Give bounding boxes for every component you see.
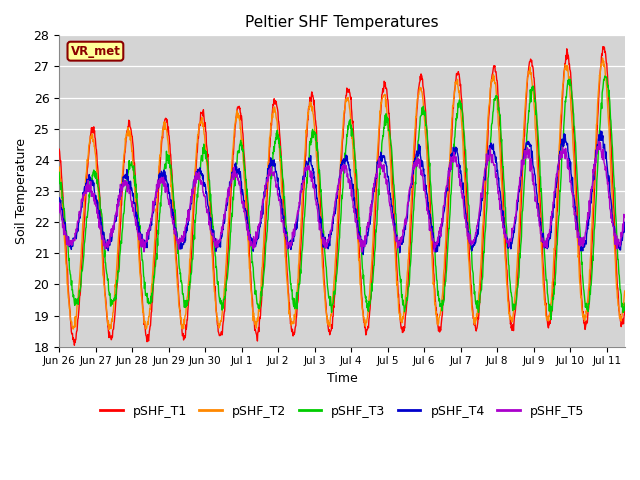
Line: pSHF_T5: pSHF_T5 bbox=[59, 141, 625, 252]
pSHF_T3 bbox=[157, 204, 164, 209]
pSHF_T1 bbox=[55, 146, 63, 152]
pSHF_T1 bbox=[70, 342, 78, 348]
pSHF_T2 bbox=[621, 288, 629, 294]
pSHF_T4 bbox=[168, 203, 175, 208]
Line: pSHF_T4: pSHF_T4 bbox=[59, 131, 625, 254]
pSHF_T4 bbox=[359, 252, 367, 257]
X-axis label: Time: Time bbox=[326, 372, 358, 385]
pSHF_T1 bbox=[270, 96, 278, 102]
pSHF_T3 bbox=[601, 73, 609, 79]
pSHF_T5 bbox=[547, 219, 554, 225]
pSHF_T2 bbox=[598, 55, 606, 61]
pSHF_T4 bbox=[157, 175, 164, 181]
pSHF_T5 bbox=[484, 153, 492, 159]
pSHF_T2 bbox=[219, 301, 227, 307]
pSHF_T4 bbox=[547, 234, 554, 240]
pSHF_T5 bbox=[55, 210, 63, 216]
pSHF_T2 bbox=[547, 304, 554, 310]
Line: pSHF_T1: pSHF_T1 bbox=[59, 47, 625, 345]
pSHF_T3 bbox=[621, 300, 629, 306]
pSHF_T2 bbox=[270, 106, 278, 111]
Line: pSHF_T3: pSHF_T3 bbox=[59, 76, 625, 320]
pSHF_T5 bbox=[595, 138, 603, 144]
pSHF_T2 bbox=[55, 164, 63, 170]
pSHF_T3 bbox=[483, 189, 491, 195]
pSHF_T3 bbox=[546, 306, 554, 312]
pSHF_T3 bbox=[168, 171, 175, 177]
pSHF_T2 bbox=[157, 138, 165, 144]
pSHF_T2 bbox=[484, 127, 492, 132]
pSHF_T5 bbox=[218, 224, 226, 230]
pSHF_T5 bbox=[621, 215, 629, 220]
pSHF_T4 bbox=[218, 229, 226, 235]
pSHF_T2 bbox=[168, 187, 175, 193]
pSHF_T5 bbox=[168, 214, 175, 219]
pSHF_T1 bbox=[484, 138, 492, 144]
pSHF_T4 bbox=[621, 219, 629, 225]
pSHF_T5 bbox=[358, 249, 365, 255]
pSHF_T1 bbox=[157, 148, 165, 154]
pSHF_T3 bbox=[270, 144, 278, 149]
pSHF_T2 bbox=[105, 326, 113, 332]
pSHF_T1 bbox=[547, 317, 554, 323]
pSHF_T5 bbox=[270, 171, 278, 177]
Legend: pSHF_T1, pSHF_T2, pSHF_T3, pSHF_T4, pSHF_T5: pSHF_T1, pSHF_T2, pSHF_T3, pSHF_T4, pSHF… bbox=[95, 400, 589, 423]
pSHF_T4 bbox=[270, 163, 278, 169]
pSHF_T4 bbox=[597, 128, 605, 134]
pSHF_T4 bbox=[55, 195, 63, 201]
pSHF_T1 bbox=[168, 168, 175, 173]
pSHF_T1 bbox=[621, 301, 629, 307]
pSHF_T4 bbox=[484, 153, 492, 158]
pSHF_T3 bbox=[55, 169, 63, 175]
pSHF_T3 bbox=[218, 300, 226, 306]
pSHF_T1 bbox=[599, 44, 607, 49]
pSHF_T3 bbox=[547, 317, 555, 323]
Text: VR_met: VR_met bbox=[70, 45, 120, 58]
pSHF_T1 bbox=[219, 323, 227, 329]
Line: pSHF_T2: pSHF_T2 bbox=[59, 58, 625, 329]
Title: Peltier SHF Temperatures: Peltier SHF Temperatures bbox=[245, 15, 439, 30]
Y-axis label: Soil Temperature: Soil Temperature bbox=[15, 138, 28, 244]
pSHF_T5 bbox=[157, 180, 164, 186]
